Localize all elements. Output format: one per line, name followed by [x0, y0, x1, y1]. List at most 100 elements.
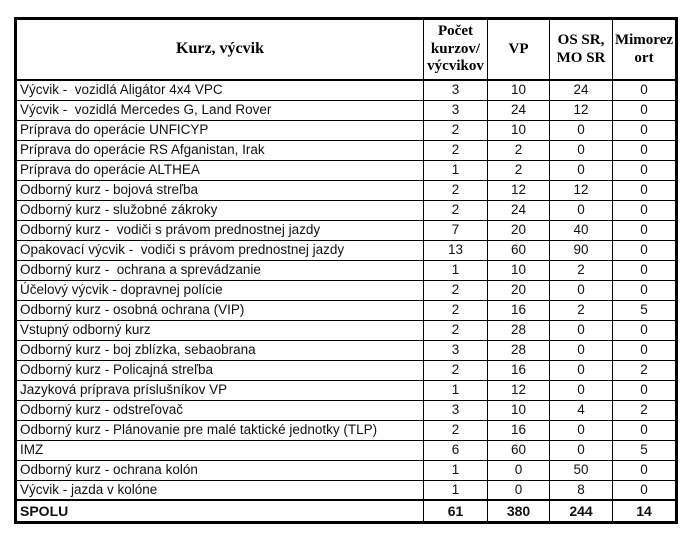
- total-label: SPOLU: [15, 499, 424, 523]
- value-cell: 10: [487, 259, 550, 281]
- value-cell: 0: [549, 119, 613, 141]
- value-cell: 50: [549, 459, 613, 481]
- value-cell: 0: [549, 379, 613, 401]
- value-cell: 2: [423, 319, 488, 341]
- value-cell: 2: [423, 419, 488, 441]
- table-row: Výcvik - jazda v kolóne 1 0 8 0: [15, 479, 677, 501]
- value-cell: 0: [549, 339, 613, 361]
- value-cell: 10: [487, 119, 550, 141]
- value-cell: 16: [487, 419, 550, 441]
- total-mimorezort: 14: [612, 499, 677, 523]
- table-row: IMZ 6 60 0 5: [15, 439, 677, 461]
- value-cell: 0: [487, 459, 550, 481]
- value-cell: 1: [423, 259, 488, 281]
- value-cell: 0: [612, 159, 677, 181]
- header-row: Kurz, výcvik Počet kurzov/ výcvikov VP O…: [15, 18, 677, 82]
- value-cell: 0: [612, 259, 677, 281]
- value-cell: 0: [612, 219, 677, 241]
- table-row: Príprava do operácie ALTHEA 1 2 0 0: [15, 159, 677, 181]
- table-row: Odborný kurz - boj zblízka, sebaobrana 3 2…: [15, 339, 677, 361]
- value-cell: 7: [423, 219, 488, 241]
- value-cell: 20: [487, 279, 550, 301]
- value-cell: 60: [487, 439, 550, 461]
- course-name-cell: Výcvik - vozidlá Mercedes G, Land Rover: [15, 99, 424, 121]
- value-cell: 10: [487, 79, 550, 101]
- value-cell: 1: [423, 379, 488, 401]
- value-cell: 16: [487, 359, 550, 381]
- header-vp: VP: [487, 18, 550, 82]
- table-row: Odborný kurz - Plánovanie pre malé takti…: [15, 419, 677, 441]
- value-cell: 24: [549, 79, 613, 101]
- value-cell: 3: [423, 399, 488, 421]
- value-cell: 12: [487, 179, 550, 201]
- table-row: Odborný kurz - osobná ochrana (VIP) 2 16 2 5: [15, 299, 677, 321]
- value-cell: 5: [612, 299, 677, 321]
- value-cell: 2: [423, 179, 488, 201]
- course-name-cell: Odborný kurz - boj zblízka, sebaobrana: [15, 339, 424, 361]
- page: Kurz, výcvik Počet kurzov/ výcvikov VP O…: [14, 17, 678, 524]
- course-name-cell: Odborný kurz - Policajná streľba: [15, 359, 424, 381]
- value-cell: 0: [549, 419, 613, 441]
- value-cell: 0: [612, 459, 677, 481]
- course-name-cell: Odborný kurz - Plánovanie pre malé takti…: [15, 419, 424, 441]
- table-row: Vstupný odborný kurz 2 28 0 0: [15, 319, 677, 341]
- value-cell: 12: [549, 99, 613, 121]
- value-cell: 2: [423, 279, 488, 301]
- value-cell: 4: [549, 399, 613, 421]
- value-cell: 5: [612, 439, 677, 461]
- value-cell: 1: [423, 479, 488, 501]
- course-name-cell: Príprava do operácie RS Afganistan, Irak: [15, 139, 424, 161]
- value-cell: 0: [612, 119, 677, 141]
- course-name-cell: Odborný kurz - bojová streľba: [15, 179, 424, 201]
- course-name-cell: Jazyková príprava príslušníkov VP: [15, 379, 424, 401]
- course-name-cell: Príprava do operácie ALTHEA: [15, 159, 424, 181]
- value-cell: 0: [549, 439, 613, 461]
- value-cell: 0: [549, 139, 613, 161]
- table-row: Odborný kurz - bojová streľba 2 12 12 0: [15, 179, 677, 201]
- value-cell: 2: [423, 199, 488, 221]
- total-os-sr: 244: [549, 499, 613, 523]
- value-cell: 1: [423, 459, 488, 481]
- value-cell: 40: [549, 219, 613, 241]
- value-cell: 0: [612, 99, 677, 121]
- table-row: Výcvik - vozidlá Mercedes G, Land Rover 3…: [15, 99, 677, 121]
- value-cell: 2: [612, 399, 677, 421]
- value-cell: 0: [487, 479, 550, 501]
- value-cell: 16: [487, 299, 550, 321]
- value-cell: 0: [612, 79, 677, 101]
- table-row: Opakovací výcvik - vodiči s právom predn…: [15, 239, 677, 261]
- table-row: Príprava do operácie UNFICYP 2 10 0 0: [15, 119, 677, 141]
- value-cell: 0: [612, 339, 677, 361]
- value-cell: 0: [612, 239, 677, 261]
- value-cell: 2: [549, 299, 613, 321]
- course-name-cell: Odborný kurz - ochrana kolón: [15, 459, 424, 481]
- table-row: Jazyková príprava príslušníkov VP 1 12 0 0: [15, 379, 677, 401]
- value-cell: 0: [612, 199, 677, 221]
- value-cell: 3: [423, 79, 488, 101]
- value-cell: 0: [549, 319, 613, 341]
- value-cell: 2: [487, 139, 550, 161]
- table-row: Účelový výcvik - dopravnej polície 2 20 0 0: [15, 279, 677, 301]
- value-cell: 10: [487, 399, 550, 421]
- header-mimorezort: Mimorez ort: [612, 18, 677, 82]
- table-row: Odborný kurz - služobné zákroky 2 24 0 0: [15, 199, 677, 221]
- value-cell: 0: [612, 479, 677, 501]
- value-cell: 0: [549, 359, 613, 381]
- course-name-cell: Výcvik - vozidlá Aligátor 4x4 VPC: [15, 79, 424, 101]
- value-cell: 2: [423, 139, 488, 161]
- value-cell: 0: [612, 279, 677, 301]
- value-cell: 2: [423, 299, 488, 321]
- value-cell: 24: [487, 199, 550, 221]
- course-name-cell: IMZ: [15, 439, 424, 461]
- value-cell: 2: [612, 359, 677, 381]
- course-name-cell: Opakovací výcvik - vodiči s právom predn…: [15, 239, 424, 261]
- value-cell: 20: [487, 219, 550, 241]
- table-row: Odborný kurz - vodiči s právom prednostn…: [15, 219, 677, 241]
- value-cell: 3: [423, 339, 488, 361]
- value-cell: 12: [487, 379, 550, 401]
- header-os-sr-mo-sr: OS SR, MO SR: [549, 18, 613, 82]
- value-cell: 13: [423, 239, 488, 261]
- header-pocet-kurzov: Počet kurzov/ výcvikov: [423, 18, 488, 82]
- course-name-cell: Odborný kurz - odstreľovač: [15, 399, 424, 421]
- value-cell: 90: [549, 239, 613, 261]
